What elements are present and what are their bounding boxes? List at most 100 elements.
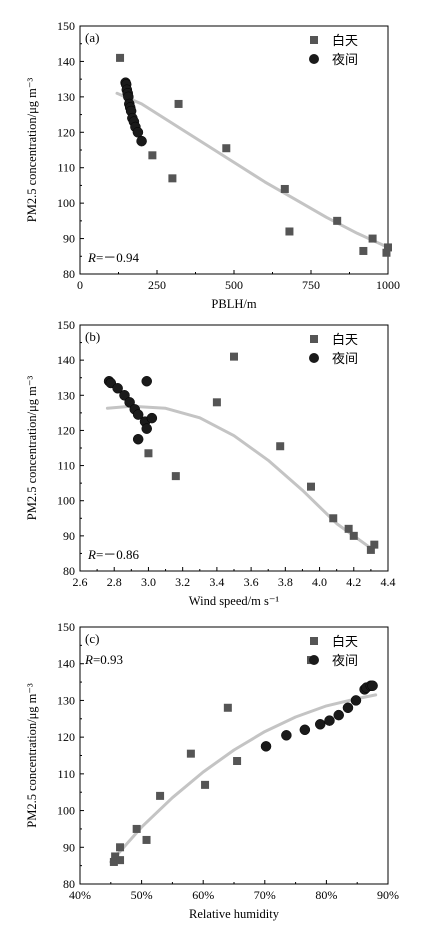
x-tick-label: 500 — [225, 278, 243, 292]
data-point-square — [280, 184, 289, 193]
legend-label: 白天 — [332, 33, 358, 48]
data-point-square — [168, 174, 177, 183]
y-tick-label: 100 — [57, 804, 75, 818]
x-tick-label: 250 — [148, 278, 166, 292]
data-point-square — [111, 852, 120, 861]
x-tick-label: 4.2 — [346, 575, 361, 589]
x-tick-label: 40% — [69, 888, 91, 902]
data-point-circle — [342, 702, 354, 714]
data-point-square — [116, 53, 125, 62]
x-tick-label: 4.0 — [312, 575, 327, 589]
data-point-circle — [132, 409, 144, 420]
x-axis-label: Wind speed/m s⁻¹ — [189, 594, 280, 608]
data-point-square — [366, 545, 375, 554]
r-value-annotation: R=－0.94 — [87, 250, 140, 265]
legend-marker-circle — [309, 353, 319, 363]
data-point-square — [174, 99, 183, 108]
data-point-square — [359, 246, 368, 255]
y-tick-label: 100 — [57, 196, 75, 210]
y-tick-label: 110 — [57, 459, 75, 473]
data-point-square — [370, 540, 379, 549]
y-tick-label: 110 — [57, 161, 75, 175]
data-point-square — [382, 248, 391, 257]
legend-marker-square — [310, 335, 318, 343]
data-point-circle — [146, 412, 158, 424]
data-point-square — [344, 524, 353, 533]
fit-curve — [115, 91, 390, 249]
x-tick-label: 3.2 — [175, 575, 190, 589]
y-tick-label: 120 — [57, 125, 75, 139]
y-tick-label: 150 — [57, 19, 75, 33]
y-tick-label: 100 — [57, 494, 75, 508]
panel-label: (a) — [85, 30, 99, 45]
data-point-square — [148, 151, 157, 160]
legend-marker-circle — [309, 655, 319, 665]
data-point-square — [222, 144, 231, 153]
legend-label: 夜间 — [332, 351, 358, 366]
data-point-square — [285, 227, 294, 236]
fit-curve — [109, 693, 378, 864]
x-tick-label: 2.6 — [73, 575, 88, 589]
y-tick-label: 120 — [57, 423, 75, 437]
data-point-circle — [136, 135, 147, 147]
y-tick-label: 130 — [57, 388, 75, 402]
data-point-circle — [132, 127, 144, 138]
data-point-square — [144, 449, 153, 458]
x-tick-label: 0 — [77, 278, 83, 292]
y-tick-label: 90 — [63, 232, 75, 246]
r-value-annotation: R=0.93 — [84, 652, 123, 667]
legend-marker-square — [310, 637, 318, 645]
r-value-annotation: R=－0.86 — [87, 547, 140, 562]
data-point-circle — [324, 715, 335, 726]
x-tick-label: 80% — [315, 888, 337, 902]
x-tick-label: 3.8 — [278, 575, 293, 589]
data-point-square — [384, 243, 392, 252]
data-point-circle — [314, 719, 326, 730]
y-tick-label: 90 — [63, 840, 75, 854]
chart-panel-1: 80 90 100 110 120 130 140 150 0 250 500 750 1000 PBLH… — [25, 19, 400, 311]
x-tick-label: 750 — [302, 278, 320, 292]
y-tick-label: 130 — [57, 693, 75, 707]
fit-curve — [105, 404, 373, 550]
data-point-square — [333, 216, 342, 225]
x-tick-label: 2.8 — [107, 575, 122, 589]
chart-panel-3: 80 90 100 110 120 130 140 150 40% 50% 60% 70% 80% 90%… — [25, 620, 399, 921]
data-point-square — [212, 398, 221, 407]
data-point-circle — [141, 423, 152, 434]
data-point-circle — [141, 375, 152, 387]
x-tick-label: 1000 — [376, 278, 400, 292]
chart-panel-2: 80 90 100 110 120 130 140 150 2.6 2.8 3.0 3.2 3.4 3.6… — [25, 318, 396, 608]
data-point-circle — [299, 724, 311, 736]
legend-marker-circle — [309, 54, 319, 64]
y-axis-label: PM2.5 concentration/μg m⁻³ — [25, 376, 39, 521]
data-point-square — [171, 472, 180, 481]
data-point-square — [349, 531, 358, 540]
x-tick-label: 90% — [377, 888, 399, 902]
x-tick-label: 3.6 — [244, 575, 259, 589]
y-tick-label: 130 — [57, 90, 75, 104]
data-point-square — [230, 352, 238, 361]
x-tick-label: 60% — [192, 888, 214, 902]
data-point-square — [116, 856, 125, 865]
data-point-circle — [281, 730, 292, 741]
x-axis-label: PBLH/m — [211, 297, 256, 311]
data-point-square — [201, 780, 210, 789]
x-tick-label: 3.4 — [209, 575, 224, 589]
data-point-square — [368, 234, 377, 243]
legend-label: 夜间 — [332, 52, 358, 67]
y-tick-label: 150 — [57, 318, 75, 332]
y-tick-label: 110 — [57, 767, 75, 781]
y-tick-label: 80 — [63, 267, 75, 281]
data-point-square — [307, 482, 315, 491]
y-tick-label: 140 — [57, 657, 75, 671]
data-point-square — [109, 857, 118, 866]
y-axis-label: PM2.5 concentration/μg m⁻³ — [25, 683, 39, 828]
panel-label: (b) — [85, 329, 100, 344]
data-point-square — [329, 514, 338, 523]
data-point-circle — [333, 709, 344, 721]
data-point-square — [116, 843, 125, 852]
data-point-square — [233, 757, 242, 766]
x-tick-label: 70% — [254, 888, 276, 902]
y-tick-label: 80 — [63, 564, 75, 578]
data-point-square — [223, 703, 232, 712]
